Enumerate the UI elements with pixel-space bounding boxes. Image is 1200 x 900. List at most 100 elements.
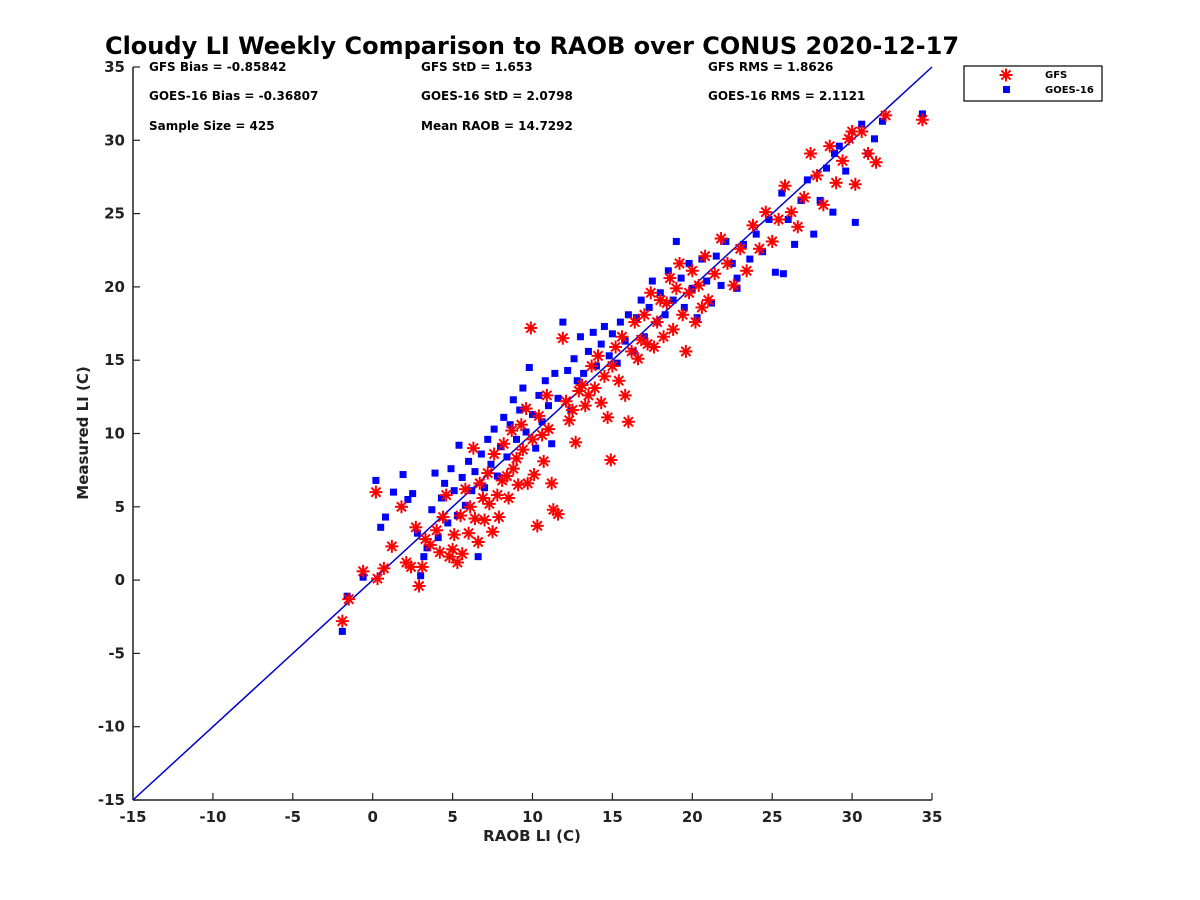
- gfs-point: [594, 396, 608, 410]
- x-tick-label: 20: [682, 808, 703, 826]
- stat-goes-rms: GOES-16 RMS = 2.1121: [708, 89, 865, 103]
- gfs-point: [733, 242, 747, 256]
- gfs-point: [492, 510, 506, 524]
- series-gfs: [335, 108, 929, 628]
- goes16-point: [784, 215, 792, 223]
- goes16-point: [624, 311, 632, 319]
- goes16-point: [835, 142, 843, 150]
- gfs-point: [478, 513, 492, 527]
- gfs-point: [861, 146, 875, 160]
- goes16-point: [522, 428, 530, 436]
- gfs-point: [855, 125, 869, 139]
- goes16-point: [803, 176, 811, 184]
- gfs-point: [688, 315, 702, 329]
- goes16-point: [752, 230, 760, 238]
- gfs-point: [618, 388, 632, 402]
- gfs-point: [436, 510, 450, 524]
- gfs-point: [692, 278, 706, 292]
- goes16-point: [409, 490, 417, 498]
- gfs-point: [673, 256, 687, 270]
- goes16-point: [779, 270, 787, 278]
- goes16-point: [703, 277, 711, 285]
- y-tick-label: -10: [98, 718, 125, 736]
- goes16-point: [450, 487, 458, 495]
- goes16-point: [535, 391, 543, 399]
- goes16-point: [437, 494, 445, 502]
- goes16-point: [648, 277, 656, 285]
- gfs-point: [585, 359, 599, 373]
- gfs-point: [682, 286, 696, 300]
- gfs-point: [845, 125, 859, 139]
- goes16-point: [823, 164, 831, 172]
- goes16-point: [851, 218, 859, 226]
- goes16-point: [831, 149, 839, 157]
- y-tick-label: -15: [98, 791, 125, 809]
- gfs-point: [510, 451, 524, 465]
- gfs-point: [335, 614, 349, 628]
- stat-gfs-rms: GFS RMS = 1.8626: [708, 60, 833, 74]
- x-tick-label: -15: [119, 808, 146, 826]
- gfs-point: [804, 146, 818, 160]
- gfs-point: [605, 359, 619, 373]
- goes16-point: [858, 120, 866, 128]
- gfs-point: [657, 330, 671, 344]
- goes16-point: [381, 513, 389, 521]
- goes16-point: [580, 369, 588, 377]
- goes16-point: [570, 355, 578, 363]
- x-axis-ticks: -15 -10 -5 0 5 10 15 20 25 30 35: [119, 793, 942, 826]
- goes16-point: [428, 506, 436, 514]
- gfs-point: [540, 388, 554, 402]
- goes16-point: [677, 274, 685, 282]
- gfs-point: [578, 399, 592, 413]
- goes16-point: [404, 495, 412, 503]
- goes16-point: [778, 189, 786, 197]
- goes16-point: [551, 369, 559, 377]
- goes16-point: [589, 328, 597, 336]
- goes16-point: [474, 553, 482, 561]
- gfs-point: [412, 579, 426, 593]
- x-tick-label: 5: [447, 808, 457, 826]
- gfs-point: [565, 403, 579, 417]
- x-tick-label: 30: [842, 808, 863, 826]
- goes16-point: [487, 460, 495, 468]
- gfs-point: [537, 454, 551, 468]
- gfs-point: [463, 500, 477, 514]
- gfs-point: [879, 108, 893, 122]
- goes16-point: [693, 314, 701, 322]
- x-tick-label: -10: [199, 808, 226, 826]
- gfs-point: [430, 523, 444, 537]
- goes16-point: [870, 135, 878, 143]
- gfs-point: [823, 139, 837, 153]
- goes16-point: [717, 281, 725, 289]
- gfs-point: [778, 179, 792, 193]
- goes16-point: [455, 441, 463, 449]
- goes16-point: [661, 311, 669, 319]
- y-tick-label: 30: [104, 131, 125, 149]
- gfs-point: [530, 519, 544, 533]
- gfs-point: [797, 190, 811, 204]
- goes16-point: [672, 237, 680, 245]
- gfs-point: [915, 113, 929, 127]
- goes16-point: [538, 418, 546, 426]
- goes16-point: [516, 406, 524, 414]
- gfs-point: [497, 437, 511, 451]
- goes16-point: [771, 268, 779, 276]
- gfs-point: [559, 394, 573, 408]
- gfs-point: [468, 512, 482, 526]
- gfs-point: [473, 476, 487, 490]
- gfs-point: [685, 264, 699, 278]
- gfs-point: [369, 485, 383, 499]
- goes16-point: [506, 421, 514, 429]
- legend-box: [963, 65, 1103, 102]
- gfs-point: [490, 488, 504, 502]
- goes16-point: [389, 488, 397, 496]
- y-tick-label: 25: [104, 205, 125, 223]
- gfs-point: [647, 340, 661, 354]
- gfs-point: [650, 315, 664, 329]
- gfs-point: [404, 560, 418, 574]
- goes16-point: [417, 572, 425, 580]
- goes16-point: [513, 435, 521, 443]
- stat-sample-size: Sample Size = 425: [149, 119, 275, 133]
- gfs-point: [708, 267, 722, 281]
